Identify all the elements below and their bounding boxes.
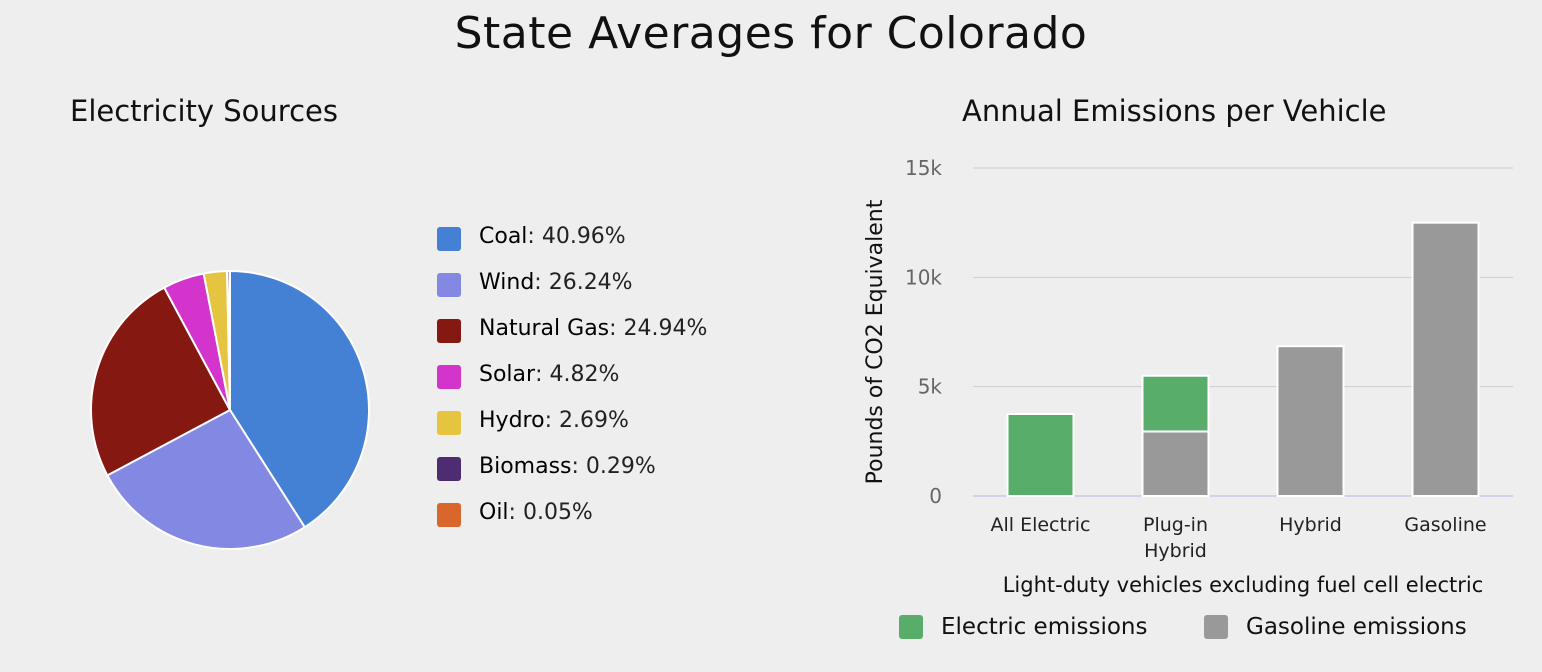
legend-value: : 4.82% [535,362,620,387]
legend-name: Coal [479,224,528,249]
legend-item-natural-gas[interactable]: Natural Gas: 24.94% [437,316,707,362]
legend-value: : 40.96% [527,224,626,249]
pie-legend: Coal: 40.96% Wind: 26.24% Natural Gas: 24.… [437,224,707,546]
legend-swatch [437,411,461,435]
y-tick-label: 10k [905,265,942,289]
legend-name: Oil [479,500,509,525]
pie-slice-wind[interactable] [106,409,306,550]
legend-name: Solar [479,362,536,387]
y-axis-label: Pounds of CO2 Equivalent [863,199,888,484]
x-tick-label: Gasoline [1404,514,1486,536]
legend-label-electric: Electric emissions [941,614,1148,640]
electricity-sources-pie-chart [90,270,370,550]
legend-swatch-electric [899,615,923,639]
legend-swatch [437,319,461,343]
legend-item-coal[interactable]: Coal: 40.96% [437,224,707,270]
y-tick-label: 5k [918,375,943,399]
legend-swatch [437,227,461,251]
x-axis-label: Light-duty vehicles excluding fuel cell … [1003,573,1484,597]
legend-value: : 2.69% [544,408,629,433]
legend-gasoline-emissions[interactable]: Gasoline emissions [1204,614,1467,640]
bar-hybrid-gasoline-emissions[interactable] [1276,345,1345,497]
bar-plug-in-hybrid-electric-emissions[interactable] [1141,374,1210,433]
legend-value: : 24.94% [609,316,708,341]
legend-item-hydro[interactable]: Hydro: 2.69% [437,408,707,454]
legend-swatch [437,365,461,389]
bar-plug-in-hybrid-gasoline-emissions[interactable] [1141,430,1210,498]
legend-swatch [437,273,461,297]
bar-all-electric-electric-emissions[interactable] [1006,413,1075,497]
legend-name: Biomass [479,454,572,479]
legend-label-gasoline: Gasoline emissions [1246,614,1467,640]
legend-item-biomass[interactable]: Biomass: 0.29% [437,454,707,500]
x-tick-label: Hybrid [1279,514,1342,536]
x-tick-label: Plug-in [1143,514,1208,536]
legend-swatch [437,457,461,481]
legend-value: : 26.24% [534,270,633,295]
legend-swatch-gasoline [1204,615,1228,639]
legend-item-wind[interactable]: Wind: 26.24% [437,270,707,316]
legend-value: : 0.05% [508,500,593,525]
legend-name: Hydro [479,408,545,433]
y-tick-label: 15k [905,156,942,180]
bar-gasoline-gasoline-emissions[interactable] [1411,221,1480,498]
bar-chart-title: Annual Emissions per Vehicle [962,94,1387,128]
legend-name: Wind [479,270,535,295]
legend-electric-emissions[interactable]: Electric emissions [899,614,1147,640]
legend-item-oil[interactable]: Oil: 0.05% [437,500,707,546]
pie-slice-natural-gas[interactable] [90,286,231,477]
pie-chart-title: Electricity Sources [70,94,338,128]
x-tick-label: Hybrid [1144,540,1207,562]
legend-name: Natural Gas [479,316,610,341]
legend-value: : 0.29% [571,454,656,479]
legend-swatch [437,503,461,527]
page-title: State Averages for Colorado [454,8,1088,59]
y-tick-label: 0 [929,484,942,508]
annual-emissions-bar-chart: 0 5k 10k 15k Pounds of CO2 Equivalent All Ele… [863,156,1513,597]
legend-item-solar[interactable]: Solar: 4.82% [437,362,707,408]
x-tick-label: All Electric [990,514,1090,536]
